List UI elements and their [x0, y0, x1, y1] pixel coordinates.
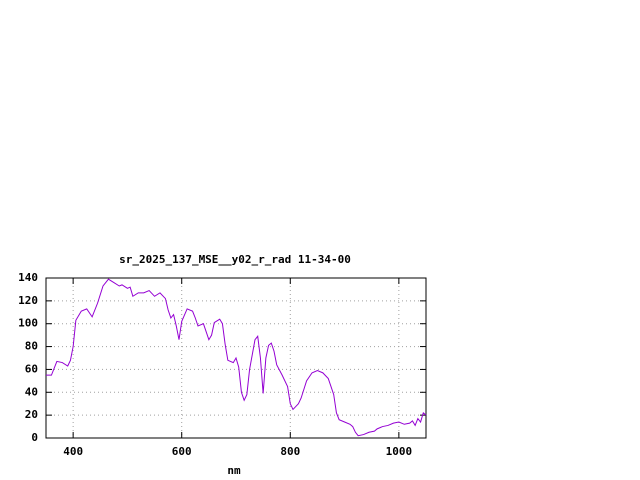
chart-title: sr_2025_137_MSE__y02_r_rad 11-34-00 [119, 253, 351, 266]
x-tick-label: 600 [172, 445, 192, 458]
y-tick-label: 80 [25, 340, 38, 353]
x-tick-label: 1000 [386, 445, 413, 458]
y-tick-label: 20 [25, 408, 38, 421]
y-tick-label: 40 [25, 385, 38, 398]
y-tick-label: 60 [25, 362, 38, 375]
plot-border [45, 277, 427, 439]
y-tick-label: 100 [18, 317, 38, 330]
y-tick-label: 140 [18, 271, 38, 284]
y-tick-label: 0 [31, 431, 38, 444]
data-line [46, 278, 427, 437]
x-tick-label: 800 [280, 445, 300, 458]
x-tick-label: 400 [63, 445, 83, 458]
y-tick-label: 120 [18, 294, 38, 307]
x-axis-label: nm [227, 464, 241, 477]
